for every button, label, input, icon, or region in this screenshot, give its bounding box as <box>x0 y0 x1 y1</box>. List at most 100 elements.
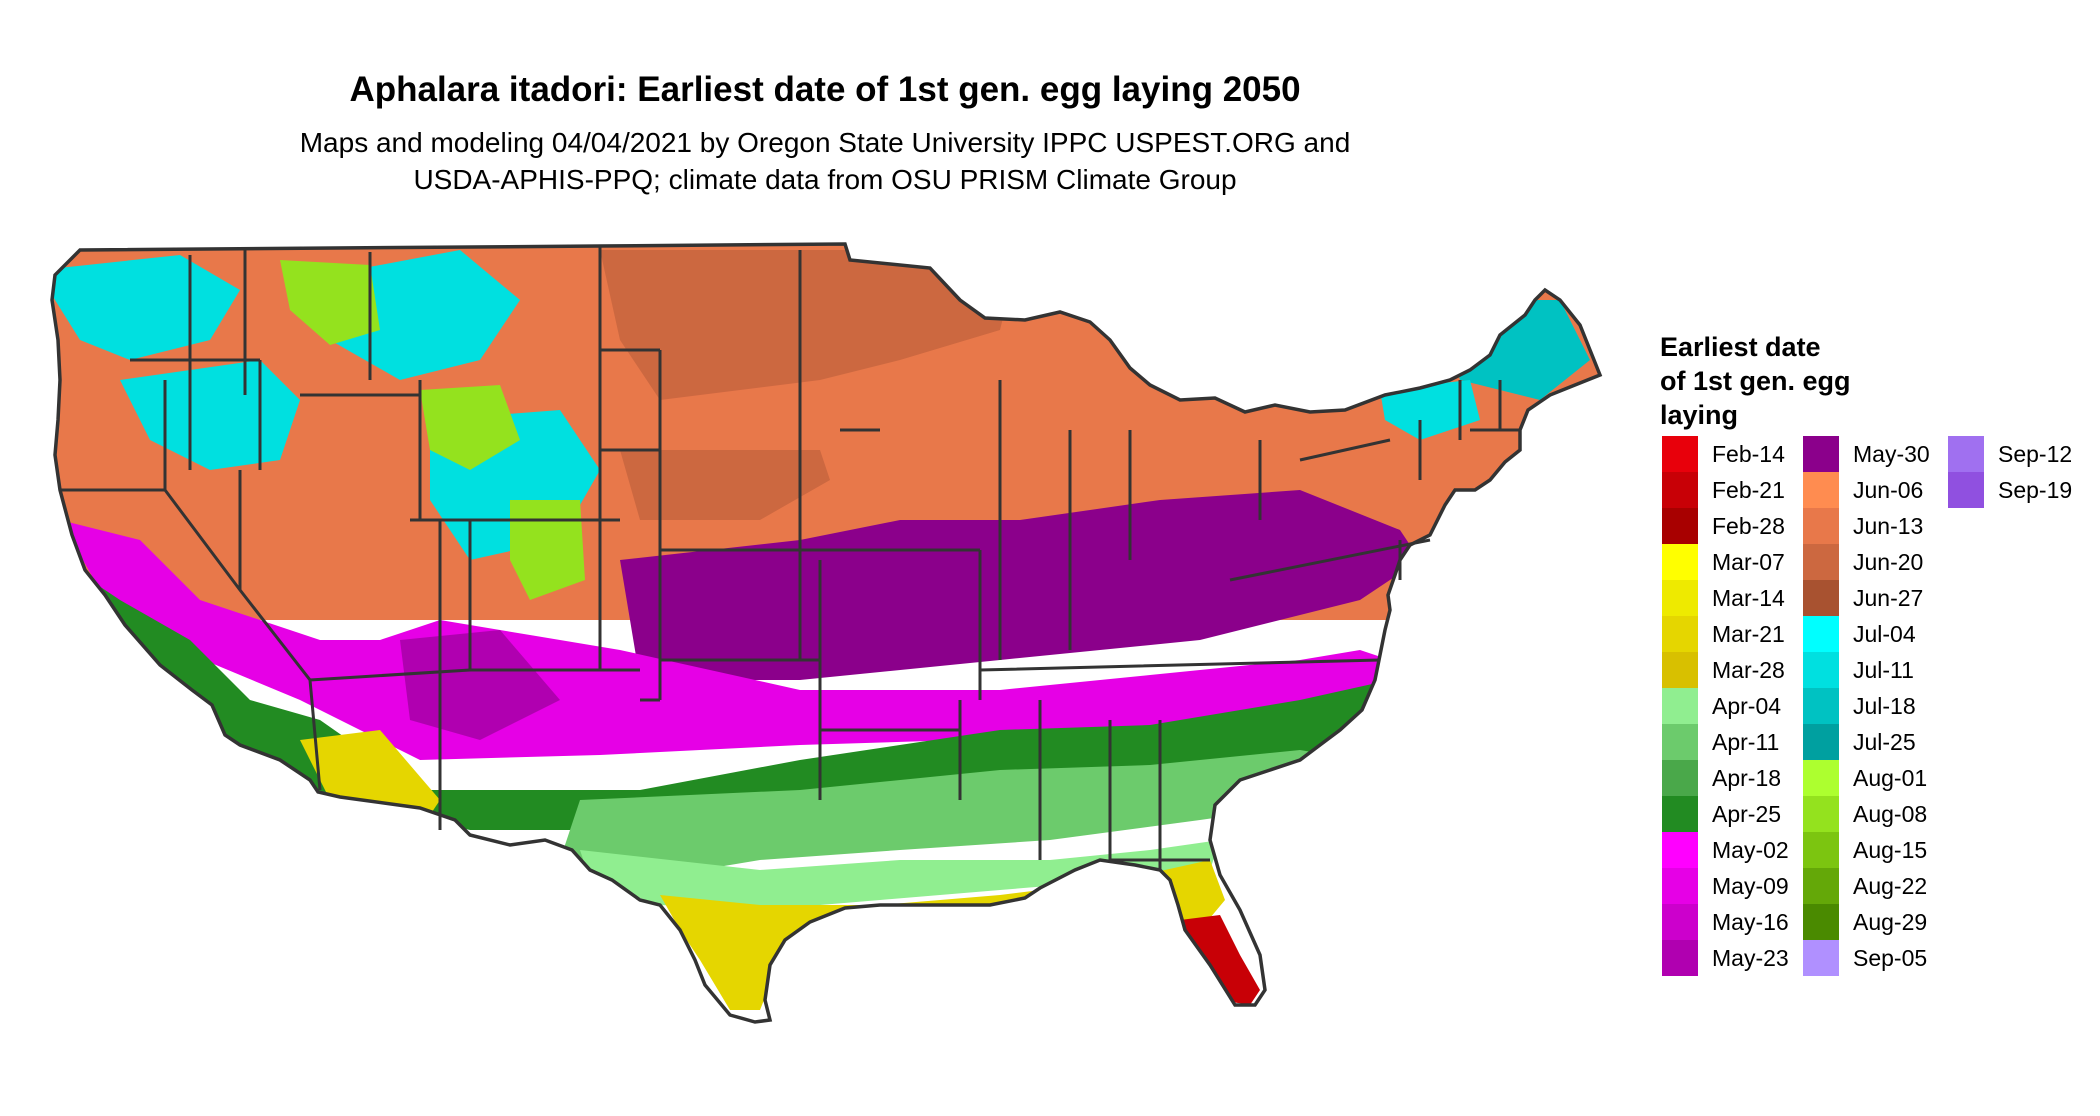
legend-title-line: laying <box>1660 400 1739 430</box>
legend-swatch <box>1662 472 1698 508</box>
legend-swatch <box>1803 940 1839 976</box>
legend-swatch <box>1662 940 1698 976</box>
map-region <box>510 500 585 600</box>
legend-label: May-02 <box>1712 836 1789 863</box>
legend-item: May-09 <box>1662 868 1789 904</box>
map-subtitle-line-2: USDA-APHIS-PPQ; climate data from OSU PR… <box>413 164 1237 195</box>
legend-swatch <box>1662 724 1698 760</box>
legend-item: Jul-25 <box>1803 724 1916 760</box>
legend-item: Mar-14 <box>1662 580 1785 616</box>
legend-label: Sep-19 <box>1998 476 2073 503</box>
legend-item: Mar-21 <box>1662 616 1785 652</box>
legend-label: Mar-14 <box>1712 584 1785 611</box>
legend-label: Mar-21 <box>1712 620 1785 647</box>
map-region <box>1180 915 1260 1005</box>
legend-item: Jul-18 <box>1803 688 1916 724</box>
legend-title-line: of 1st gen. egg <box>1660 366 1851 396</box>
legend-swatch <box>1662 580 1698 616</box>
legend-label: Apr-04 <box>1712 692 1782 719</box>
legend-swatch <box>1662 868 1698 904</box>
legend-swatch <box>1662 616 1698 652</box>
legend-item: Aug-15 <box>1803 832 1927 868</box>
legend-label: May-23 <box>1712 944 1789 971</box>
legend-swatch <box>1662 652 1698 688</box>
legend-label: Jul-25 <box>1853 728 1916 755</box>
legend-label: Feb-28 <box>1712 512 1785 539</box>
legend-item: Mar-28 <box>1662 652 1785 688</box>
legend-item: May-30 <box>1803 436 1930 472</box>
map-region <box>280 260 380 345</box>
legend-label: Jul-18 <box>1853 692 1916 719</box>
legend-swatch <box>1803 652 1839 688</box>
legend-label: Mar-07 <box>1712 548 1785 575</box>
legend-label: Jun-13 <box>1853 512 1924 539</box>
map-subtitle-line-1: Maps and modeling 04/04/2021 by Oregon S… <box>299 127 1351 158</box>
legend-title-line: Earliest date <box>1660 332 1821 362</box>
legend-item: Apr-04 <box>1662 688 1781 724</box>
legend-label: Jun-20 <box>1853 548 1924 575</box>
legend-label: Aug-22 <box>1853 872 1928 899</box>
legend-swatch <box>1803 436 1839 472</box>
legend-item: Aug-22 <box>1803 868 1927 904</box>
legend-item: Sep-12 <box>1948 436 2072 472</box>
legend-swatch <box>1662 544 1698 580</box>
legend-item: Jun-27 <box>1803 580 1923 616</box>
legend-label: Mar-28 <box>1712 656 1785 683</box>
legend-title: Earliest date of 1st gen. egg laying <box>1660 330 1920 432</box>
legend-swatch <box>1662 760 1698 796</box>
legend-item: Aug-29 <box>1803 904 1927 940</box>
legend-swatch <box>1803 580 1839 616</box>
legend-swatch <box>1803 472 1839 508</box>
legend-label: May-30 <box>1853 440 1930 467</box>
map-region <box>60 520 1390 760</box>
legend-label: Aug-15 <box>1853 836 1928 863</box>
legend-item: Feb-14 <box>1662 436 1785 472</box>
legend-item: Sep-19 <box>1948 472 2072 508</box>
legend-label: May-09 <box>1712 872 1789 899</box>
legend-swatch <box>1662 904 1698 940</box>
legend-swatch <box>1662 832 1698 868</box>
legend-label: May-16 <box>1712 908 1789 935</box>
map-region <box>420 385 520 470</box>
legend-label: Aug-29 <box>1853 908 1928 935</box>
map-title: Aphalara itadori: Earliest date of 1st g… <box>349 70 1301 109</box>
legend-item: Sep-05 <box>1803 940 1927 976</box>
legend-label: Apr-25 <box>1712 800 1782 827</box>
legend-label: Apr-11 <box>1712 728 1780 755</box>
map-region <box>600 250 1020 400</box>
legend-label: Jun-27 <box>1853 584 1924 611</box>
legend-label: Sep-12 <box>1998 440 2073 467</box>
legend-swatch <box>1662 508 1698 544</box>
legend-item: Jul-11 <box>1803 652 1914 688</box>
legend-item: May-02 <box>1662 832 1789 868</box>
legend-label: Aug-01 <box>1853 764 1928 791</box>
legend-item: Aug-01 <box>1803 760 1927 796</box>
map-region <box>60 560 1400 830</box>
legend-item: Jun-06 <box>1803 472 1923 508</box>
legend-item: Jun-20 <box>1803 544 1923 580</box>
map-region <box>580 840 1220 910</box>
map-region <box>1380 380 1480 440</box>
legend-item: Apr-18 <box>1662 760 1781 796</box>
legend-swatch <box>1803 616 1839 652</box>
state-borders <box>60 246 1520 870</box>
legend-item: May-23 <box>1662 940 1789 976</box>
legend-label: Feb-21 <box>1712 476 1785 503</box>
legend-item: Apr-11 <box>1662 724 1779 760</box>
legend-swatch <box>1803 904 1839 940</box>
legend-label: Feb-14 <box>1712 440 1785 467</box>
legend-swatch <box>1803 796 1839 832</box>
legend-swatch <box>1803 868 1839 904</box>
legend-item: Apr-25 <box>1662 796 1781 832</box>
legend-item: Aug-08 <box>1803 796 1927 832</box>
legend-label: Apr-18 <box>1712 764 1782 791</box>
legend-label: Jun-06 <box>1853 476 1924 503</box>
legend-swatch <box>1662 688 1698 724</box>
legend-swatch <box>1662 796 1698 832</box>
legend-swatch <box>1803 760 1839 796</box>
legend-label: Sep-05 <box>1853 944 1928 971</box>
legend-swatch <box>1948 436 1984 472</box>
map-region <box>620 450 830 520</box>
legend-swatch <box>1803 688 1839 724</box>
